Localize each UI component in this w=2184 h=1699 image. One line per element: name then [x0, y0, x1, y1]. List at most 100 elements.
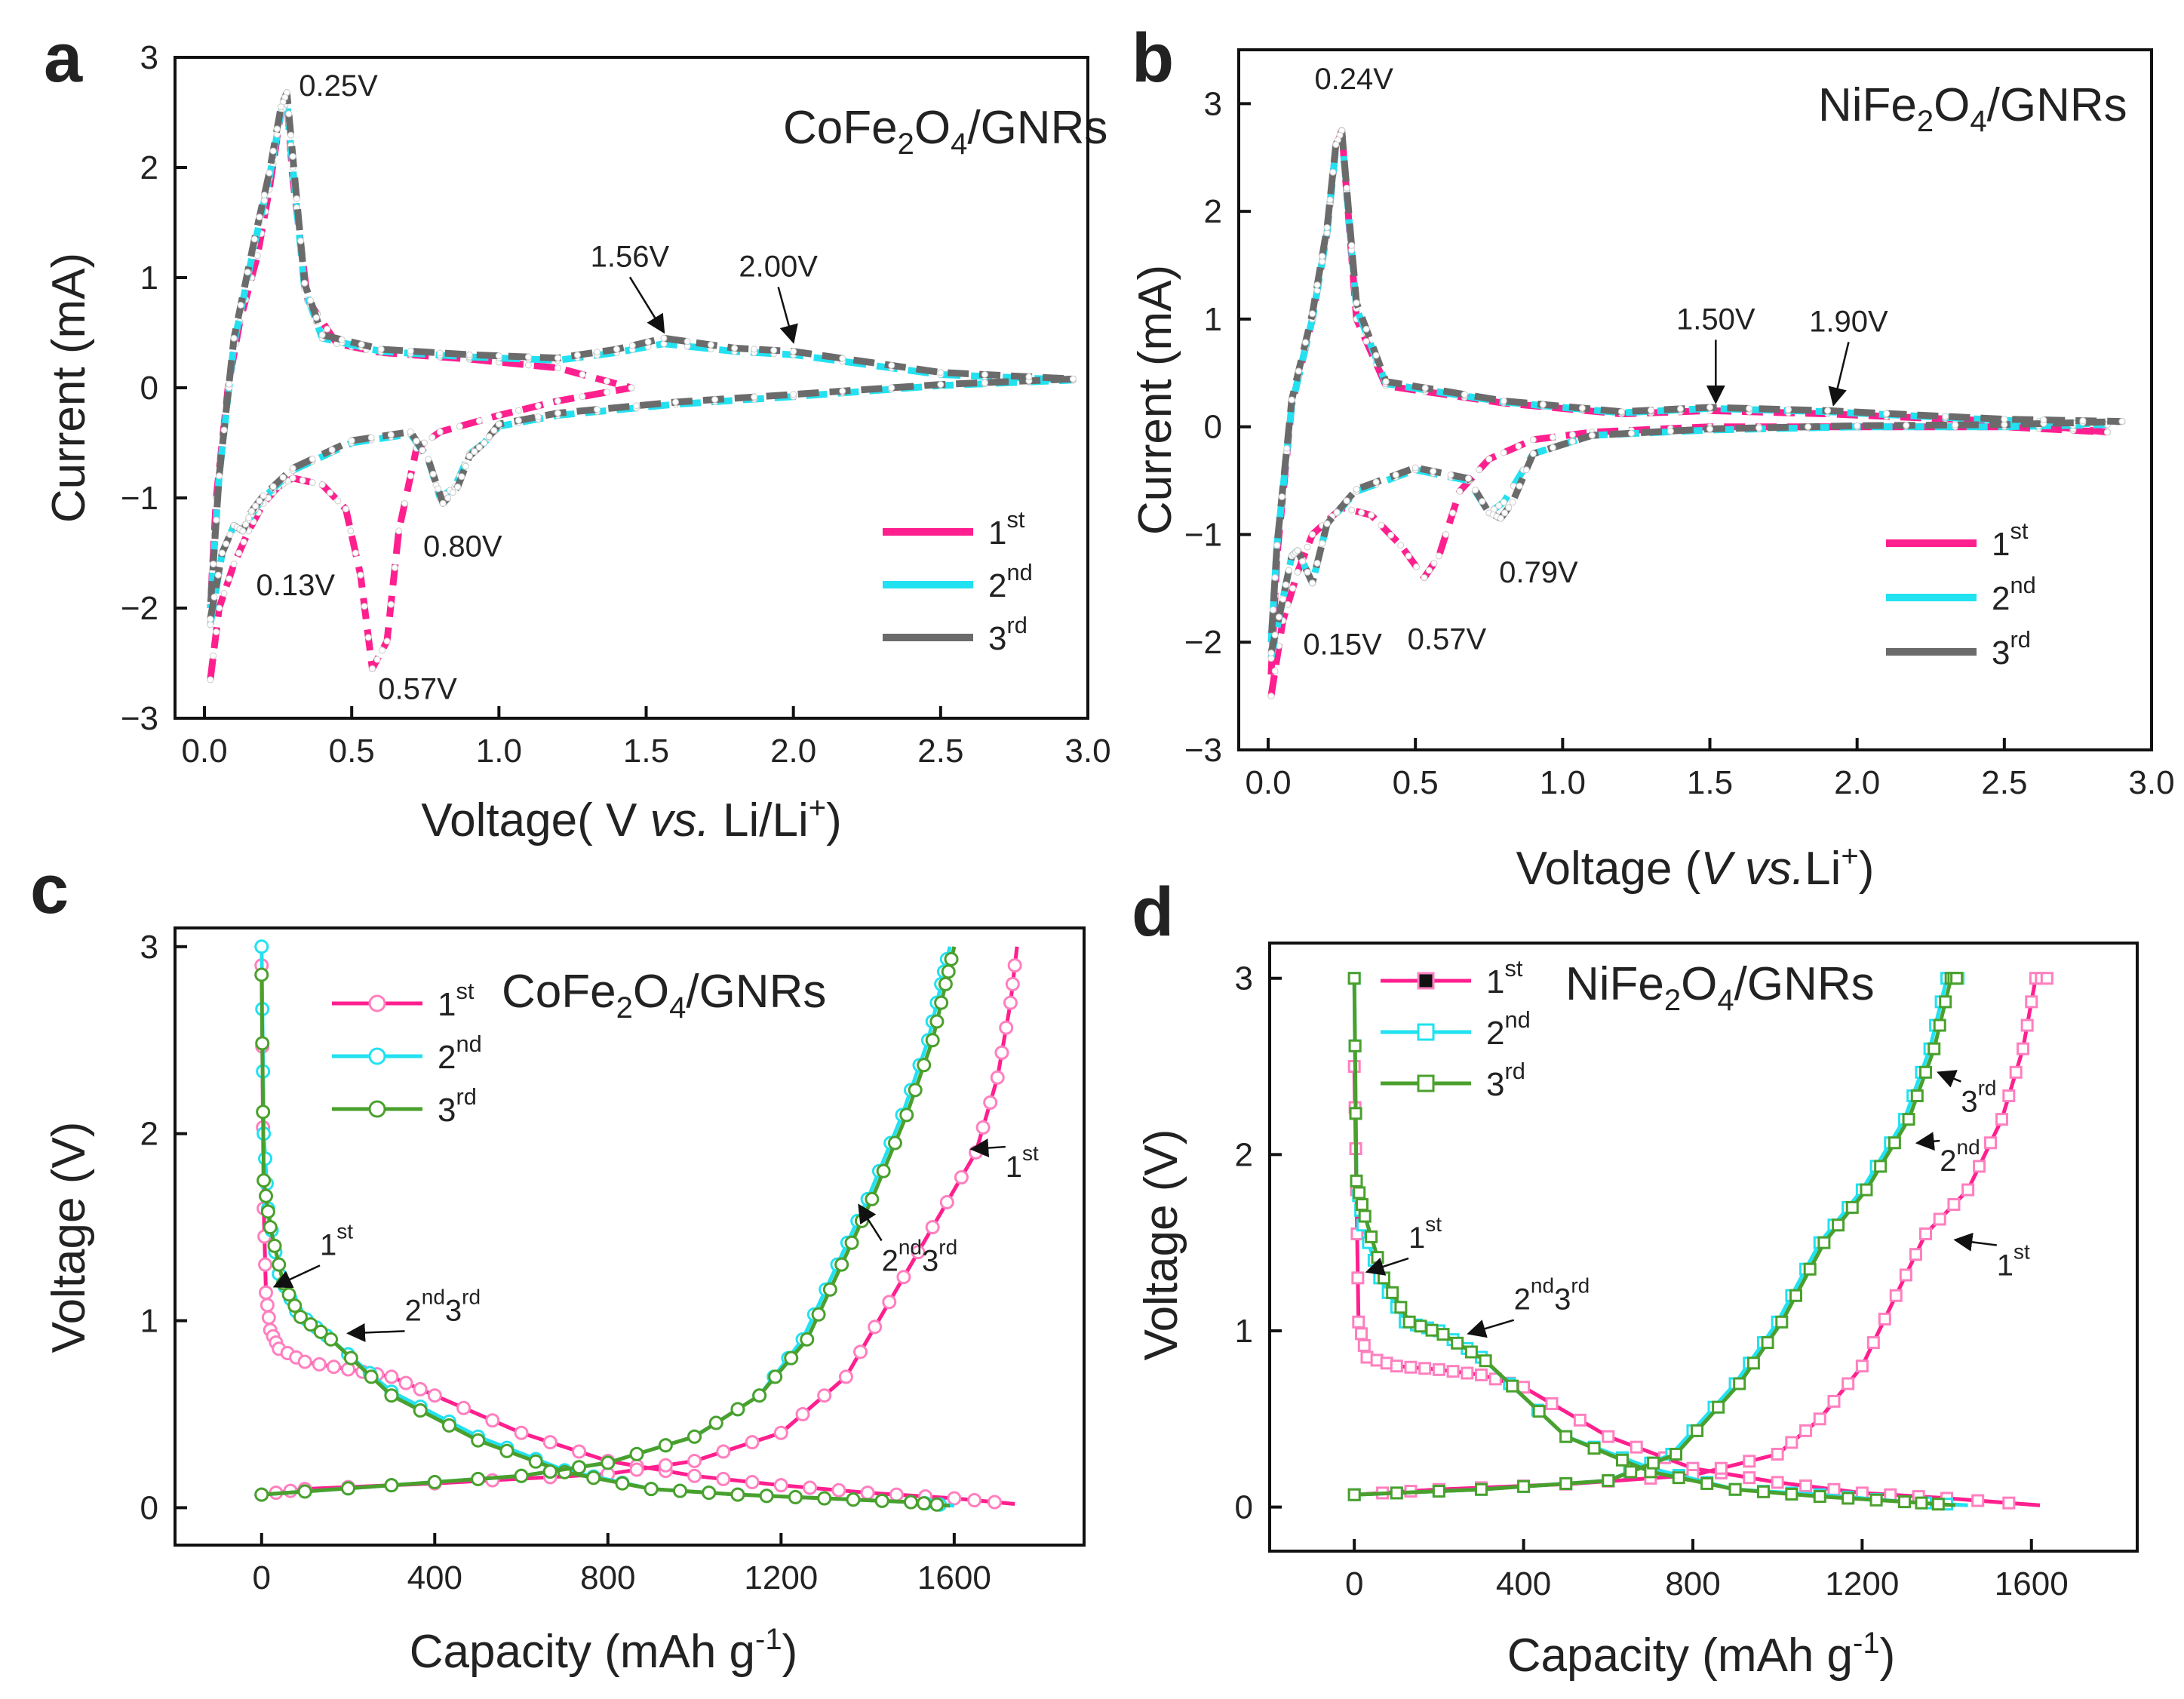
- panel-a-series-1st-point: [230, 561, 238, 568]
- panel-d-plot-frame: [1268, 942, 2139, 1553]
- panel-a-ytick-label: 2: [140, 149, 158, 186]
- panel-d-series-3rd-point: [1365, 1230, 1378, 1243]
- panel-c-series-3rd-point: [601, 1455, 616, 1470]
- panel-b-series-1st-point: [1435, 552, 1442, 560]
- panel-c-series-1st-point: [260, 1298, 275, 1313]
- panel-c-series-3rd-point: [263, 1220, 278, 1235]
- panel-c-plot-frame: [174, 926, 1086, 1547]
- panel-d-series-3rd-point: [1789, 1289, 1802, 1302]
- panel-b-series-3rd-point: [1430, 468, 1437, 475]
- panel-c-y-axis-label: Voltage (V): [43, 1122, 95, 1353]
- panel-a-xtick-label: 1.5: [623, 733, 669, 770]
- panel-a-series-3rd-point: [593, 406, 601, 413]
- panel-d-xtick-label: 1200: [1825, 1565, 1899, 1602]
- panel-a-ytick-label: 1: [140, 260, 158, 296]
- panel-c-title: CoFe2O4/GNRs: [502, 966, 826, 1025]
- panel-c-series-3rd-point: [800, 1332, 815, 1347]
- panel-d-annotation: 1st: [1997, 1240, 2030, 1282]
- panel-a-series-3rd-point: [348, 437, 355, 444]
- panel-d-series-1st-point: [1573, 1413, 1587, 1427]
- legend-marker-2nd: [1417, 1023, 1435, 1041]
- panel-b-series-1st-point: [1412, 563, 1420, 570]
- panel-c-series-1st-point: [485, 1413, 500, 1428]
- panel-d-series-3rd-point: [1479, 1354, 1492, 1368]
- panel-b-series-3rd-point: [1522, 466, 1530, 474]
- panel-c-series-1st-point: [773, 1478, 788, 1493]
- panel-d-ytick-label: 1: [1235, 1313, 1253, 1350]
- panel-c-series-1st-point: [384, 1369, 399, 1384]
- panel-a-series-1st-point: [299, 477, 306, 484]
- panel-b-ytick-label: −3: [1184, 732, 1222, 769]
- panel-b-series-1st-point: [1442, 530, 1450, 538]
- panel-c-series-1st-point: [1003, 995, 1018, 1010]
- panel-d-series-3rd-point: [1517, 1479, 1531, 1493]
- panel-a-series-3rd-point: [220, 426, 228, 434]
- panel-b-series-3rd-point: [1746, 404, 1753, 412]
- panel-c-annotation-arrow: [858, 1203, 883, 1242]
- panel-d-annotation: 2nd: [1940, 1135, 1980, 1178]
- panel-b-series-3rd-point: [1319, 253, 1326, 260]
- panel-c-series-3rd-point: [572, 1460, 587, 1475]
- panel-b-series-3rd-point: [1282, 581, 1289, 588]
- panel-a-series-1st-point: [352, 549, 359, 557]
- panel-a-series-3rd-point: [751, 393, 758, 401]
- panel-b-xtick-label: 0.5: [1393, 764, 1439, 801]
- panel-a-series-3rd-point: [475, 444, 483, 451]
- panel-d-series-1st-point: [1461, 1366, 1474, 1380]
- panel-c-series-1st-point: [514, 1425, 529, 1440]
- panel-b-series-3rd-point: [1578, 404, 1586, 412]
- panel-c-series-3rd-point: [759, 1489, 774, 1504]
- panel-label-d: d: [1132, 874, 1174, 951]
- panel-b-series-1st-point: [1421, 574, 1428, 582]
- panel-b-series-3rd-point: [1501, 509, 1509, 517]
- panel-a-series-3rd-point: [731, 344, 739, 352]
- panel-c-series-3rd-point: [260, 1204, 275, 1219]
- panel-c-series-3rd-point: [413, 1403, 428, 1418]
- panel-c-series-1st-point: [312, 1356, 327, 1372]
- panel-b-series-2nd-point: [1495, 502, 1503, 509]
- panel-b-series-1st-point: [1304, 543, 1311, 551]
- panel-c-series-3rd-point: [514, 1468, 529, 1483]
- panel-d-series-3rd-point: [1785, 1487, 1798, 1501]
- panel-c-series-1st-point: [947, 1491, 962, 1506]
- panel-b-series-3rd-point: [1267, 650, 1275, 657]
- panel-c-series-1st-point: [259, 1285, 273, 1300]
- panel-c-series-1st-point: [542, 1435, 558, 1450]
- panel-a-series-3rd-point: [444, 494, 452, 502]
- panel-b-series-1st-point: [1294, 568, 1301, 576]
- panel-a-series-3rd-point: [230, 334, 238, 342]
- panel-b-series-3rd-point: [1942, 413, 1949, 420]
- panel-c-annotation: 1st: [1006, 1141, 1039, 1184]
- panel-c-ytick-label: 1: [140, 1303, 158, 1340]
- panel-b-series-1st-point: [1267, 693, 1275, 700]
- panel-a-series-1st-point: [475, 417, 483, 425]
- panel-a-series-3rd-point: [524, 353, 532, 361]
- panel-c-series-3rd-point: [752, 1388, 767, 1403]
- panel-a-series-1st-point: [379, 647, 386, 654]
- panel-c-series-1st-point: [967, 1493, 982, 1508]
- panel-d-series-1st-point: [1404, 1360, 1418, 1374]
- panel-a-series-3rd-point: [485, 433, 493, 441]
- panel-b-xtick-label: 2.5: [1981, 764, 2027, 801]
- panel-a-ytick-label: 0: [140, 370, 158, 407]
- panel-d-annotation: 3rd: [1961, 1077, 1996, 1119]
- panel-a-series-3rd-point: [419, 447, 426, 454]
- panel-c-series-1st-point: [860, 1485, 875, 1501]
- panel-d-series-1st-point: [1855, 1360, 1869, 1373]
- panel-b-series-3rd-point: [1285, 567, 1292, 574]
- panel-b-series-3rd-point: [1372, 478, 1380, 486]
- panel-c-series-3rd-point: [887, 1135, 902, 1151]
- panel-d-series-3rd-point: [1915, 1496, 1928, 1510]
- panel-d-xtick-label: 1600: [1995, 1565, 2069, 1602]
- panel-b-series-3rd-point: [1706, 426, 1714, 433]
- panel-a-series-1st-point: [383, 638, 391, 645]
- panel-c-series-3rd-point: [542, 1464, 558, 1479]
- panel-a-series-3rd-point: [318, 331, 326, 339]
- panel-d-series-3rd-point: [1402, 1315, 1416, 1329]
- panel-d-series-1st-point: [1351, 1271, 1365, 1285]
- panel-a-annotation-arrow: [777, 287, 798, 344]
- panel-a-series-3rd-point: [273, 125, 281, 133]
- panel-d-series-3rd-point: [1691, 1424, 1704, 1437]
- panel-label-a: a: [44, 20, 83, 97]
- panel-c-series-3rd-point: [528, 1454, 543, 1469]
